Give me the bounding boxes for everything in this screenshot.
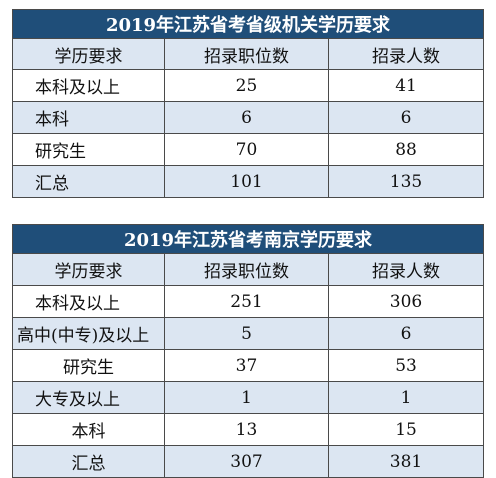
header-hires: 招录人数 [327,253,485,286]
hires-cell: 53 [327,349,485,382]
hires-cell: 88 [327,133,485,166]
table-header-row: 学历要求 招录职位数 招录人数 [12,38,485,70]
education-cell: 高中(中专)及以上 [12,317,165,350]
hires-cell: 1 [327,381,485,414]
hires-cell: 6 [327,101,485,134]
education-cell: 本科及以上 [12,69,165,102]
table-total-row: 汇总 101 135 [12,165,485,198]
header-education: 学历要求 [12,253,165,286]
hires-cell: 41 [327,69,485,102]
education-cell: 本科及以上 [12,285,165,318]
header-hires: 招录人数 [327,38,485,70]
positions-cell: 25 [164,69,329,102]
table-title-row: 2019年江苏省考省级机关学历要求 [11,9,485,39]
header-education: 学历要求 [12,38,165,70]
table-row: 本科 13 15 [12,413,485,446]
positions-cell: 13 [164,413,329,446]
positions-cell: 70 [164,133,329,166]
hires-cell: 15 [327,413,485,446]
table-row: 研究生 70 88 [12,133,485,166]
hires-cell: 381 [327,445,485,478]
education-cell: 研究生 [12,349,165,382]
hires-cell: 6 [327,317,485,350]
positions-cell: 251 [164,285,329,318]
positions-cell: 307 [164,445,329,478]
table-row: 本科及以上 25 41 [12,69,485,102]
hires-cell: 306 [327,285,485,318]
table-header-row: 学历要求 招录职位数 招录人数 [12,253,485,286]
education-cell: 本科 [12,101,165,134]
table-title-row: 2019年江苏省考南京学历要求 [11,224,485,254]
education-cell: 大专及以上 [12,381,165,414]
table-row: 本科及以上 251 306 [12,285,485,318]
table-total-row: 汇总 307 381 [12,445,485,478]
education-cell: 本科 [12,413,165,446]
table-row: 大专及以上 1 1 [12,381,485,414]
positions-cell: 37 [164,349,329,382]
education-cell: 研究生 [12,133,165,166]
table-row: 高中(中专)及以上 5 6 [12,317,485,350]
provincial-education-table: 2019年江苏省考省级机关学历要求 学历要求 招录职位数 招录人数 本科及以上 … [11,9,485,198]
header-positions: 招录职位数 [164,38,329,70]
education-cell: 汇总 [12,445,165,478]
header-positions: 招录职位数 [164,253,329,286]
table-title: 2019年江苏省考省级机关学历要求 [11,9,485,39]
positions-cell: 5 [164,317,329,350]
positions-cell: 101 [164,165,329,198]
nanjing-education-table: 2019年江苏省考南京学历要求 学历要求 招录职位数 招录人数 本科及以上 25… [11,224,485,478]
positions-cell: 6 [164,101,329,134]
table-row: 研究生 37 53 [12,349,485,382]
education-cell: 汇总 [12,165,165,198]
positions-cell: 1 [164,381,329,414]
hires-cell: 135 [327,165,485,198]
table-row: 本科 6 6 [12,101,485,134]
table-title: 2019年江苏省考南京学历要求 [11,224,485,254]
